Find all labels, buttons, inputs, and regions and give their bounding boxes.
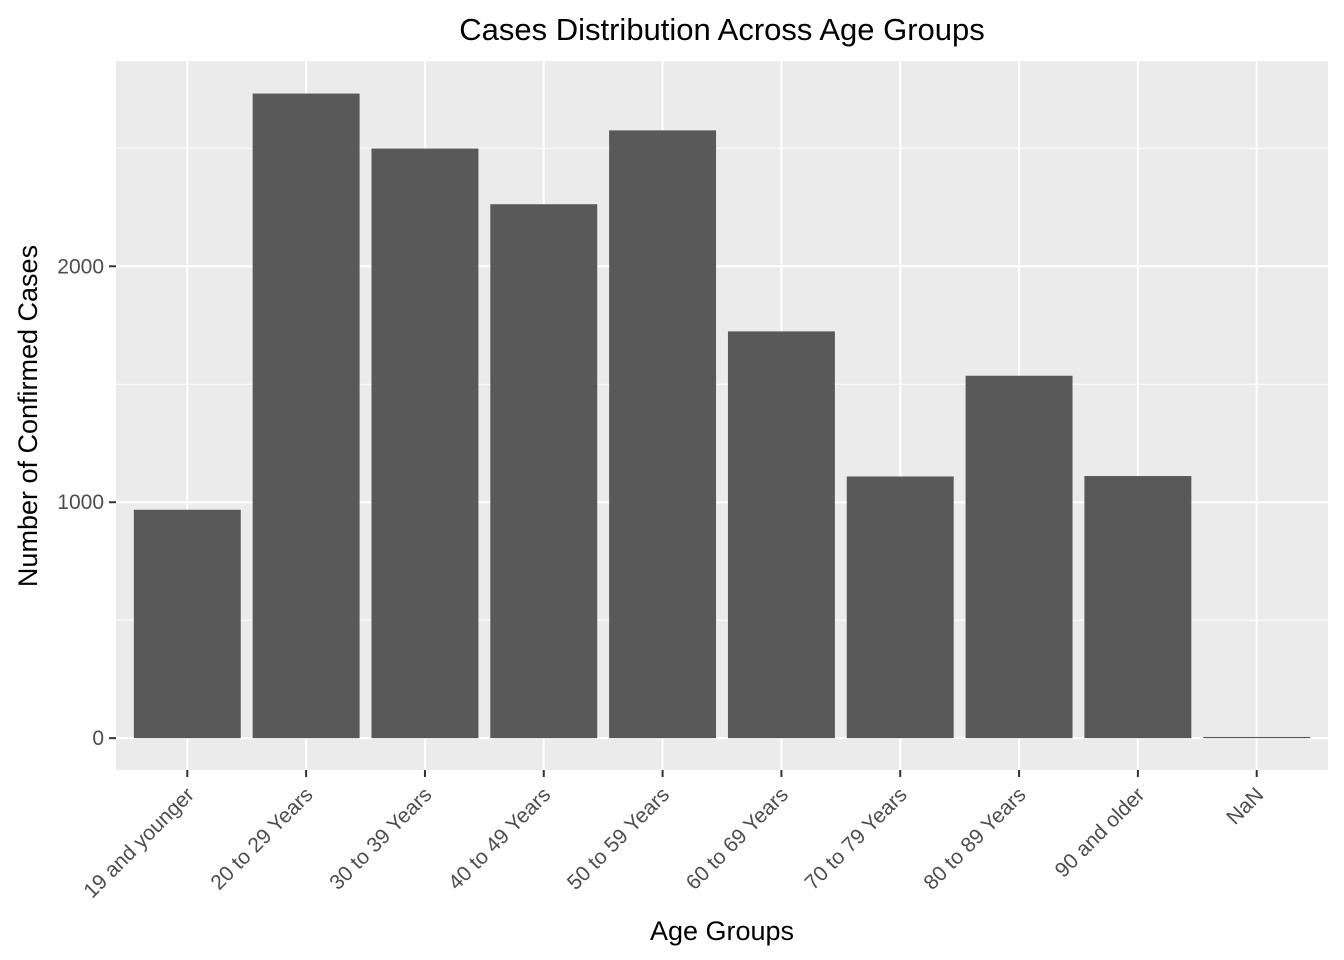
x-tick-label: 20 to 29 Years bbox=[206, 783, 317, 894]
x-axis: 19 and younger 20 to 29 Years 30 to 39 Yea… bbox=[79, 770, 1268, 903]
x-tick-label: 40 to 49 Years bbox=[444, 783, 555, 894]
bar bbox=[1203, 736, 1311, 739]
x-tick-label: 70 to 79 Years bbox=[801, 783, 912, 894]
chart-title: Cases Distribution Across Age Groups bbox=[459, 12, 985, 47]
y-tick-label: 1000 bbox=[57, 491, 104, 514]
y-tick-label: 0 bbox=[92, 727, 104, 750]
y-tick-label: 2000 bbox=[57, 255, 104, 278]
x-tick-label: 50 to 59 Years bbox=[563, 783, 674, 894]
x-tick-label: 90 and older bbox=[1051, 783, 1150, 882]
bars bbox=[133, 93, 1311, 739]
x-tick-label: 19 and younger bbox=[79, 783, 198, 902]
bar bbox=[609, 130, 717, 739]
bar bbox=[490, 204, 598, 739]
y-axis: 0 1000 2000 bbox=[57, 255, 116, 750]
bar bbox=[727, 331, 835, 739]
bar bbox=[133, 509, 241, 739]
bar bbox=[846, 476, 954, 739]
x-axis-title: Age Groups bbox=[650, 916, 794, 946]
x-tick-label: 80 to 89 Years bbox=[919, 783, 1030, 894]
y-axis-title: Number of Confirmed Cases bbox=[13, 245, 43, 587]
x-tick-label: NaN bbox=[1222, 783, 1268, 829]
bar bbox=[252, 93, 360, 739]
bar bbox=[371, 148, 479, 739]
x-tick-label: 60 to 69 Years bbox=[682, 783, 793, 894]
bar bbox=[965, 375, 1073, 739]
x-tick-label: 30 to 39 Years bbox=[325, 783, 436, 894]
bar bbox=[1084, 476, 1192, 739]
